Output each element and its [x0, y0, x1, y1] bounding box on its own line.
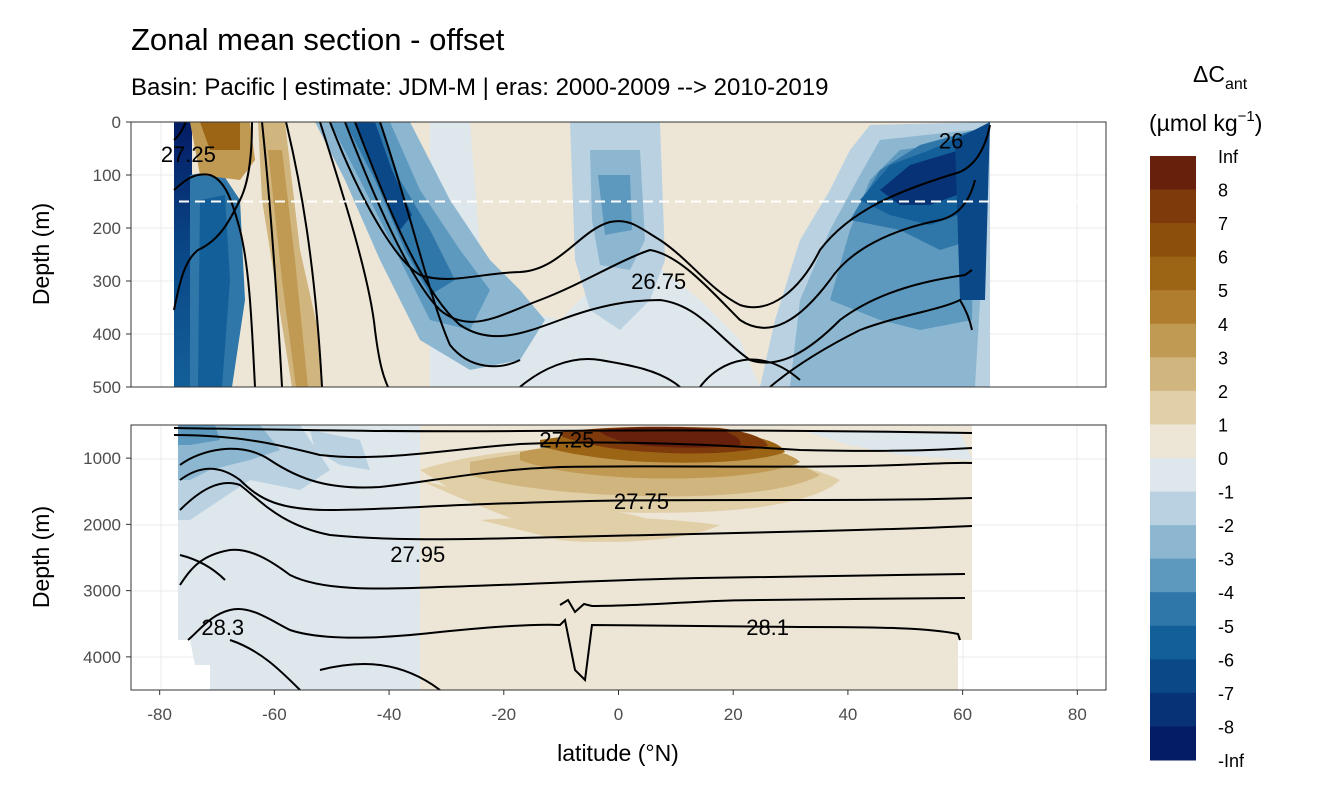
legend-color-swatch — [1150, 659, 1196, 694]
legend-color-swatch — [1150, 390, 1196, 425]
legend-color-swatch — [1150, 156, 1196, 191]
legend-break-label: -3 — [1218, 550, 1234, 570]
contour-label: 27.95 — [390, 542, 445, 567]
legend-break-label: -8 — [1218, 717, 1234, 737]
legend-title: ΔCant — [1193, 61, 1248, 93]
y-tick-label: 300 — [93, 272, 121, 291]
x-tick-label: 0 — [614, 705, 623, 724]
legend-colorbar — [1150, 156, 1196, 761]
legend-color-swatch — [1150, 558, 1196, 593]
x-axis-title: latitude (°N) — [557, 740, 679, 766]
lower-fill — [178, 425, 972, 690]
legend-color-swatch — [1150, 625, 1196, 660]
x-tick-label: -40 — [377, 705, 402, 724]
contour-label: 27.75 — [614, 489, 669, 514]
y-tick-label: 3000 — [83, 582, 121, 601]
legend-color-swatch — [1150, 357, 1196, 392]
legend-units-main: (µmol kg — [1149, 110, 1238, 136]
y-tick-label: 200 — [93, 219, 121, 238]
upper-fill — [174, 122, 990, 387]
legend-break-label: -Inf — [1218, 751, 1245, 771]
legend-color-swatch — [1150, 458, 1196, 493]
x-tick-label: 20 — [724, 705, 743, 724]
legend-break-label: Inf — [1218, 147, 1239, 167]
legend-break-label: -4 — [1218, 583, 1234, 603]
legend-break-label: -6 — [1218, 650, 1234, 670]
y-axis-title-upper: Depth (m) — [28, 203, 54, 305]
legend-color-swatch — [1150, 424, 1196, 459]
legend-color-swatch — [1150, 223, 1196, 258]
x-tick-label: -60 — [262, 705, 287, 724]
legend-color-swatch — [1150, 290, 1196, 325]
legend-break-label: 3 — [1218, 348, 1228, 368]
x-tick-label: -20 — [492, 705, 517, 724]
contour-label: 27.25 — [161, 142, 216, 167]
legend-color-swatch — [1150, 256, 1196, 291]
contour-label: 26 — [939, 129, 963, 154]
legend-break-label: -1 — [1218, 483, 1234, 503]
legend-break-label: 8 — [1218, 181, 1228, 201]
legend-color-swatch — [1150, 692, 1196, 727]
legend-break-label: 4 — [1218, 315, 1228, 335]
contour-label: 27.25 — [539, 428, 594, 453]
legend-break-label: 0 — [1218, 449, 1228, 469]
legend: ΔCant (µmol kg−1) Inf 8 7 6 5 4 3 2 1 0 -1 -2 -3 -4 -5… — [1149, 61, 1262, 771]
legend-units-end: ) — [1255, 110, 1263, 136]
legend-break-label: 2 — [1218, 382, 1228, 402]
x-tick-label: 60 — [953, 705, 972, 724]
legend-break-label: 5 — [1218, 281, 1228, 301]
y-axis-lower: 1000 2000 3000 4000 — [83, 449, 131, 667]
upper-contours — [173, 122, 991, 387]
legend-color-swatch — [1150, 491, 1196, 526]
legend-title-sub: ant — [1225, 76, 1248, 93]
y-tick-label: 2000 — [83, 515, 121, 534]
contour-label: 26.75 — [631, 269, 686, 294]
legend-break-label: -2 — [1218, 516, 1234, 536]
upper-contour-labels: 27.25 26 26.75 — [161, 129, 964, 294]
lower-panel: 27.25 27.75 27.95 28.3 28.1 — [130, 424, 1107, 691]
contour-label: 28.1 — [746, 615, 789, 640]
y-axis-upper: 0 100 200 300 400 500 — [93, 113, 131, 397]
legend-units-sup: −1 — [1238, 108, 1255, 125]
y-tick-label: 1000 — [83, 449, 121, 468]
y-tick-label: 0 — [112, 113, 121, 132]
legend-color-swatch — [1150, 189, 1196, 224]
legend-break-label: 7 — [1218, 214, 1228, 234]
chart-subtitle: Basin: Pacific | estimate: JDM-M | eras:… — [131, 74, 829, 101]
legend-break-label: -5 — [1218, 617, 1234, 637]
legend-break-label: 1 — [1218, 415, 1228, 435]
x-tick-label: 40 — [838, 705, 857, 724]
x-tick-label: -80 — [147, 705, 172, 724]
legend-color-swatch — [1150, 323, 1196, 358]
legend-color-swatch — [1150, 726, 1196, 761]
legend-ticks: Inf 8 7 6 5 4 3 2 1 0 -1 -2 -3 -4 -5 -6 -7 -8 -Inf — [1218, 147, 1245, 771]
y-tick-label: 100 — [93, 166, 121, 185]
lower-contour-labels: 27.25 27.75 27.95 28.3 28.1 — [201, 428, 789, 640]
legend-break-label: 6 — [1218, 248, 1228, 268]
y-tick-label: 4000 — [83, 648, 121, 667]
legend-units: (µmol kg−1) — [1149, 108, 1262, 136]
y-axis-title-lower: Depth (m) — [28, 506, 54, 608]
contour-label: 28.3 — [201, 615, 244, 640]
x-axis: -80 -60 -40 -20 0 20 40 60 80 — [147, 690, 1087, 724]
legend-break-label: -7 — [1218, 684, 1234, 704]
y-tick-label: 500 — [93, 378, 121, 397]
lower-contours — [173, 427, 973, 690]
x-tick-label: 80 — [1068, 705, 1087, 724]
upper-panel-border — [130, 121, 1107, 388]
upper-panel: 27.25 26 26.75 — [130, 121, 1107, 388]
y-tick-label: 400 — [93, 325, 121, 344]
chart-title: Zonal mean section - offset — [131, 22, 505, 57]
legend-color-swatch — [1150, 592, 1196, 627]
legend-title-main: ΔC — [1193, 61, 1225, 87]
legend-color-swatch — [1150, 525, 1196, 560]
